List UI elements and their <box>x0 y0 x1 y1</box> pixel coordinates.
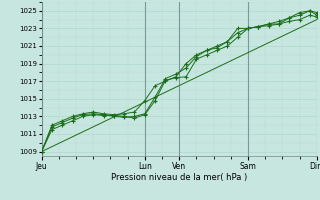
X-axis label: Pression niveau de la mer( hPa ): Pression niveau de la mer( hPa ) <box>111 173 247 182</box>
